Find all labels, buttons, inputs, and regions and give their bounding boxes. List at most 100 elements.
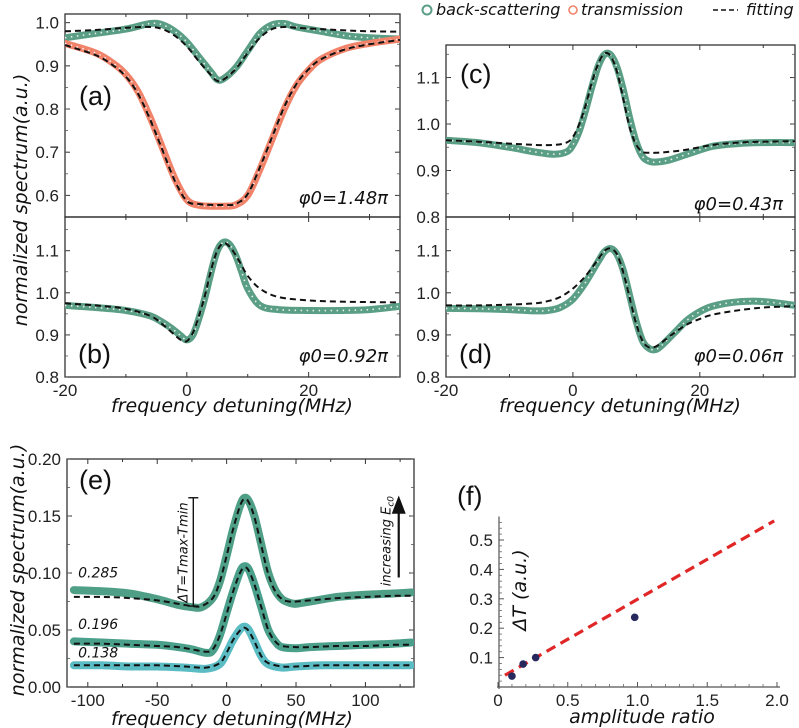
series-markers-c: [446, 52, 795, 163]
y-axis-title-abcd: normalized spectrum(a.u.): [10, 74, 32, 326]
panel-f: 0 0.5 1.0 1.5 2.0 0.1 0.2 0.3 0.4 0.5 (f): [457, 481, 789, 710]
y-tick-label: 0.15: [28, 507, 61, 526]
panel-e: 0.00 0.05 0.10 0.15 0.20 -100 -50 0 50 100 (e) 0.28…: [28, 450, 415, 710]
panel-d: 0.8 0.9 1.0 1.1 -20 0 20 (d) φ0=0.06π: [416, 216, 796, 400]
plot-frame-d: [445, 216, 796, 378]
series-markers-d: [446, 247, 795, 351]
phi-annotation-d: φ0=0.06π: [694, 346, 784, 367]
x-tick-label: -20: [434, 381, 459, 400]
increasing-label-subscript: c0: [387, 496, 397, 507]
x-tick-label: 20: [690, 381, 709, 400]
y-tick-label: 0.9: [35, 326, 59, 345]
series-e-0-196: [69, 562, 414, 657]
x-tick-label-f: 0.5: [556, 691, 580, 710]
y-tick-label: 1.0: [416, 115, 440, 134]
panel-label-f: (f): [457, 481, 482, 511]
y-tick-label: 0.8: [35, 100, 59, 119]
panel-label-a: (a): [79, 81, 112, 111]
series-e-0-285: [69, 493, 414, 612]
data-point-f: [630, 613, 639, 622]
x-tick-label: -50: [145, 691, 170, 710]
x-tick-label: -100: [71, 691, 105, 710]
series-b-back-scattering: [65, 238, 400, 344]
curve-label-0: 0.285: [78, 566, 118, 582]
y-tick-label: 0.20: [28, 450, 61, 469]
x-tick-label: 50: [287, 691, 306, 710]
x-tick-label-f: 1.5: [695, 691, 719, 710]
y-tick-label: 0.9: [416, 326, 440, 345]
panel-label-d: (d): [459, 339, 492, 369]
x-tick-label-f: 0: [493, 691, 502, 710]
x-tick-label-f: 1.0: [626, 691, 650, 710]
legend-label-back-scattering: back-scattering: [436, 0, 560, 19]
fit-b: [65, 241, 400, 343]
panel-b: 0.8 0.9 1.0 1.1 -20 0 20 (b) φ0=0.92π: [35, 216, 401, 400]
y-tick-label: 0.9: [416, 162, 440, 181]
legend-label-transmission: transmission: [581, 0, 683, 19]
x-axis-title-cd: frequency detuning(MHz): [499, 395, 741, 417]
curve-label-1: 0.196: [78, 617, 118, 633]
y-tick-label-f: 0.2: [469, 619, 493, 638]
panel-c: 0.8 0.9 1.0 1.1 (c) φ0=0.43π: [416, 44, 796, 227]
y-axis-title-f: ΔT (a.u.): [509, 549, 531, 632]
phi-annotation-c: φ0=0.43π: [694, 194, 784, 215]
delta-t-label: ΔT=Tmax-Tmin: [176, 502, 191, 603]
y-tick-label: 0.9: [35, 57, 59, 76]
fit-c: [446, 51, 795, 154]
y-tick-label: 1.1: [416, 69, 440, 88]
x-tick-label: 0: [222, 691, 231, 710]
y-tick-label: 0.8: [416, 368, 440, 387]
y-tick-label-f: 0.5: [469, 531, 493, 550]
y-tick-label: 0.10: [28, 564, 61, 583]
y-tick-label: 1.1: [416, 242, 440, 261]
fit-e: [73, 497, 412, 608]
x-tick-label: 20: [299, 381, 318, 400]
increasing-arrow-head-icon: [391, 495, 406, 514]
fit-e: [73, 626, 412, 669]
legend: back-scattering transmission fitting: [421, 0, 794, 19]
y-tick-label: 1.1: [35, 242, 59, 261]
y-tick-label: 0.8: [416, 208, 440, 227]
x-tick-label: 0: [568, 381, 577, 400]
phi-annotation-a: φ0=1.48π: [299, 188, 389, 209]
x-axis-title-ab: frequency detuning(MHz): [111, 395, 353, 417]
legend-label-fitting: fitting: [746, 0, 794, 19]
fit-line-f: [504, 519, 776, 677]
y-tick-label: 0.6: [35, 186, 59, 205]
increasing-label: increasing Ec0: [380, 496, 397, 586]
plot-area-d: [446, 244, 795, 354]
fit-d: [446, 247, 795, 349]
y-tick-label: 0.00: [28, 678, 61, 697]
y-tick-label-f: 0.1: [469, 649, 493, 668]
series-markers-a: [65, 22, 400, 82]
y-tick-label: 1.0: [416, 284, 440, 303]
y-tick-label: 0.7: [35, 143, 59, 162]
x-tick-label: -20: [53, 381, 78, 400]
legend-marker-back-scattering: [421, 4, 433, 16]
plot-area-a: [65, 19, 400, 210]
panel-a: 0.6 0.7 0.8 0.9 1.0 (a) φ0=1.48π: [35, 13, 401, 218]
y-tick-label-f: 0.3: [469, 590, 493, 609]
x-tick-label-f: 2.0: [765, 691, 789, 710]
data-point-f: [531, 653, 540, 662]
panel-label-e: (e): [79, 465, 112, 495]
data-point-f: [508, 672, 516, 680]
y-tick-label: 1.0: [35, 14, 59, 33]
plot-area-b: [65, 238, 400, 344]
y-tick-label: 0.8: [35, 368, 59, 387]
x-tick-label: 100: [351, 691, 379, 710]
fit-e: [73, 566, 412, 653]
curve-label-2: 0.138: [78, 645, 118, 661]
y-tick-label-f: 0.4: [469, 560, 493, 579]
x-axis-title-f: amplitude ratio: [569, 706, 715, 728]
panel-label-b: (b): [78, 339, 111, 369]
phi-annotation-b: φ0=0.92π: [299, 346, 389, 367]
panel-label-c: (c): [460, 59, 491, 89]
y-tick-label: 0.05: [28, 621, 61, 640]
fit-a: [65, 25, 400, 83]
series-markers-a: [65, 38, 400, 208]
data-point-f: [519, 660, 527, 668]
plot-frame-b: [64, 216, 401, 378]
series-c-back-scattering: [446, 49, 795, 166]
